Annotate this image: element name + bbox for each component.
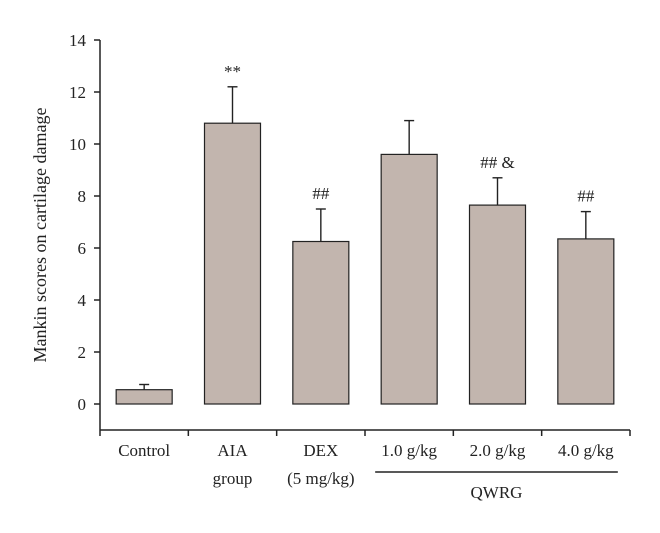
x-tick-label: Control [118,441,170,460]
bars [115,122,615,405]
x-tick-label: group [213,469,253,488]
group-label: QWRG [471,483,523,502]
bar [292,240,350,405]
y-tick-label: 6 [78,239,87,258]
x-tick-label: AIA [217,441,248,460]
x-tick-label: (5 mg/kg) [287,469,355,488]
y-axis-ticks: 0 2 4 6 8 10 12 14 [69,31,100,414]
axes [99,40,631,436]
significance-mark: ** [224,62,241,81]
y-tick-label: 2 [78,343,87,362]
x-tick-label: DEX [303,441,338,460]
y-axis-label: Mankin scores on cartilage damage [30,108,50,363]
bar [115,389,173,405]
error-bars [139,86,591,390]
x-tick-label: 4.0 g/kg [558,441,614,460]
significance-mark: ## [577,187,595,206]
y-tick-label: 4 [78,291,87,310]
y-tick-label: 8 [78,187,87,206]
significance-annotations: ** ## ## & ## [224,62,595,206]
bar [557,238,615,405]
category-labels: Control AIA group DEX (5 mg/kg) 1.0 g/kg 2.0 g… [118,441,614,488]
y-tick-label: 10 [69,135,86,154]
bar [468,204,527,405]
group-bracket: QWRG [375,471,618,502]
bar [380,153,438,405]
significance-mark: ## [312,184,330,203]
x-tick-label: 2.0 g/kg [470,441,526,460]
x-tick-label: 1.0 g/kg [381,441,437,460]
bar [203,122,262,405]
y-tick-label: 0 [78,395,87,414]
y-tick-label: 14 [69,31,87,50]
y-tick-label: 12 [69,83,86,102]
significance-mark: ## & [480,153,514,172]
